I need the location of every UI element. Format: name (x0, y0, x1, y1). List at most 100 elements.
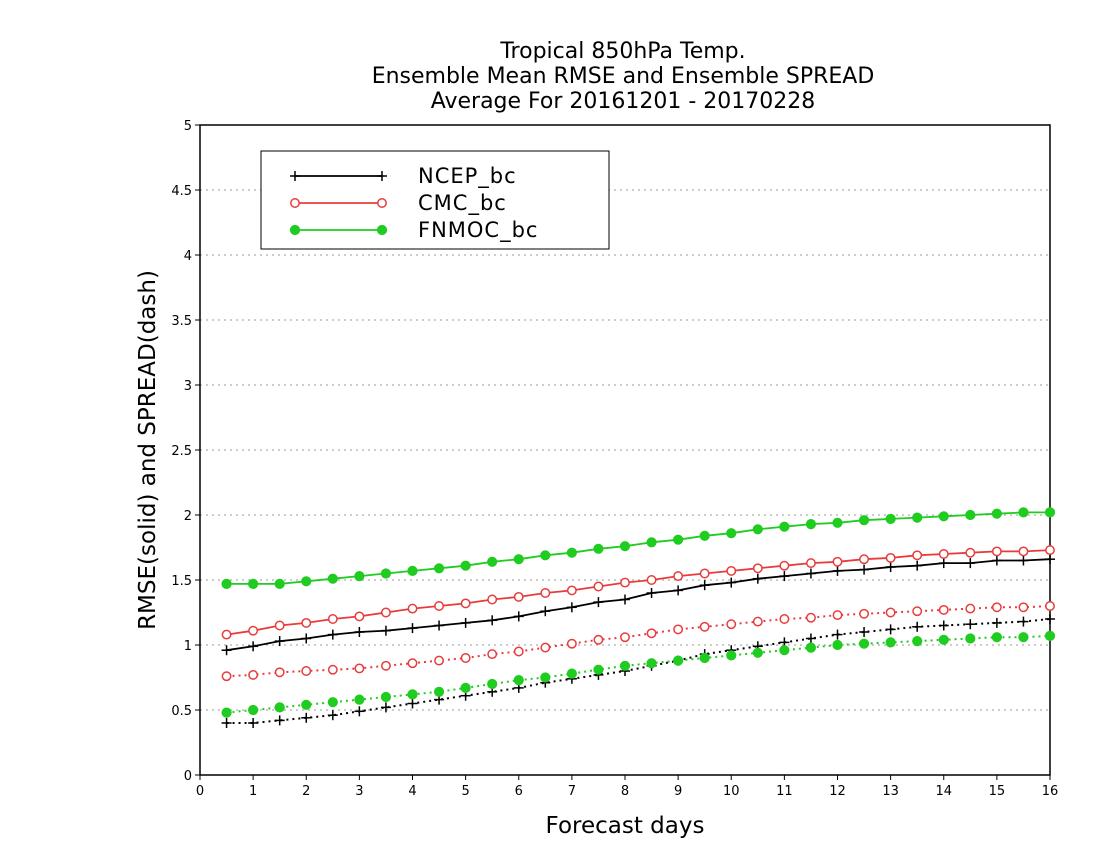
cmc-bc-rmse-point (1018, 546, 1029, 557)
legend-marker-start (290, 171, 300, 181)
fnmoc-bc-rmse-point (619, 541, 631, 552)
fnmoc-bc-rmse-point (380, 568, 392, 579)
y-tick-label: 5 (184, 119, 192, 134)
fnmoc-bc-rmse-line (226, 511, 1050, 585)
ncep-bc-spread-point (912, 621, 923, 632)
cmc-bc-rmse-point (726, 565, 737, 576)
ncep-bc-rmse-point (620, 594, 630, 605)
title-line-2: Ensemble Mean RMSE and Ensemble SPREAD (372, 64, 875, 89)
cmc-bc-spread-point (513, 646, 524, 657)
ncep-bc-rmse-point (912, 560, 923, 571)
cmc-bc-spread-point (912, 606, 923, 617)
cmc-bc-rmse-point (221, 629, 232, 640)
series-layer (221, 507, 1056, 728)
cmc-bc-rmse-line (226, 549, 1051, 636)
fnmoc-bc-rmse-point (991, 508, 1002, 519)
x-axis-label: Forecast days (546, 813, 705, 839)
fnmoc-bc-rmse-point (460, 560, 471, 571)
fnmoc-bc-spread-point (248, 704, 259, 716)
fnmoc-bc-spread-point (513, 675, 524, 686)
fnmoc-bc-spread-point (407, 689, 418, 700)
cmc-bc-rmse-point (407, 603, 418, 614)
fnmoc-bc-spread-point (699, 652, 710, 664)
y-tick-label: 4 (184, 249, 192, 264)
fnmoc-bc-rmse-point (433, 563, 445, 574)
legend-marker-end (377, 171, 387, 181)
fnmoc-bc-rmse-point (513, 554, 524, 565)
fnmoc-bc-rmse-point (1018, 507, 1029, 518)
x-tick-label: 12 (829, 784, 846, 799)
ncep-bc-spread-point (327, 710, 338, 721)
ncep-bc-rmse-point (301, 633, 312, 644)
ncep-bc-rmse-point (221, 645, 232, 656)
fnmoc-bc-rmse-point (221, 578, 232, 590)
fnmoc-bc-spread-point (832, 639, 843, 651)
ncep-bc-rmse-point (991, 555, 1002, 566)
fnmoc-bc-rmse-point (832, 517, 843, 528)
y-tick-label: 2 (184, 509, 192, 524)
x-tick-label: 2 (302, 784, 310, 799)
y-tick-label: 3.5 (171, 314, 192, 329)
ncep-bc-rmse-point (593, 597, 604, 608)
ncep-bc-rmse-point (805, 568, 816, 579)
ncep-bc-spread-point (248, 718, 259, 728)
cmc-bc-rmse-point (593, 581, 604, 592)
ncep-bc-rmse-point (566, 602, 577, 613)
fnmoc-bc-rmse-point (487, 556, 498, 567)
ncep-bc-rmse-point (354, 627, 365, 637)
x-tick-label: 16 (1042, 784, 1059, 799)
cmc-bc-rmse-point (673, 571, 684, 582)
fnmoc-bc-rmse-point (912, 512, 923, 523)
ncep-bc-rmse-point (965, 558, 976, 569)
cmc-bc-rmse-point (540, 588, 551, 598)
cmc-bc-spread-point (354, 663, 365, 674)
fnmoc-bc-rmse-point (885, 513, 896, 525)
cmc-bc-rmse-point (1045, 545, 1055, 556)
legend-marker-start (289, 224, 301, 236)
fnmoc-bc-rmse-point (566, 547, 577, 558)
y-tick-label: 2.5 (171, 444, 192, 459)
ncep-bc-rmse-point (859, 564, 870, 575)
ncep-bc-rmse-point (327, 629, 338, 640)
fnmoc-bc-rmse-series (221, 507, 1056, 590)
ncep-bc-spread-point (354, 706, 365, 717)
fnmoc-bc-spread-point (301, 699, 312, 710)
cmc-bc-rmse-point (938, 549, 949, 559)
cmc-bc-spread-point (434, 655, 445, 666)
legend-entry-ncep-bc: NCEP_bc (290, 164, 516, 189)
fnmoc-bc-rmse-point (248, 578, 259, 590)
x-tick-label: 6 (515, 784, 523, 799)
cmc-bc-spread-point (699, 621, 710, 632)
ncep-bc-rmse-point (752, 573, 763, 584)
cmc-bc-spread-point (460, 653, 471, 663)
legend-marker-start (290, 198, 300, 208)
fnmoc-bc-spread-point (274, 702, 285, 713)
fnmoc-bc-rmse-point (301, 576, 312, 587)
cmc-bc-spread-point (752, 616, 763, 627)
cmc-bc-spread-point (301, 666, 312, 676)
ncep-bc-spread-point (1045, 614, 1055, 624)
legend-marker-end (377, 198, 387, 208)
legend-label: FNMOC_bc (418, 218, 538, 243)
fnmoc-bc-spread-point (805, 642, 817, 653)
cmc-bc-rmse-point (460, 598, 471, 609)
fnmoc-bc-spread-series (221, 630, 1056, 718)
cmc-bc-rmse-point (301, 617, 312, 628)
cmc-bc-spread-point (965, 603, 976, 614)
fnmoc-bc-rmse-point (1044, 507, 1056, 518)
legend-entry-fnmoc-bc: FNMOC_bc (289, 218, 538, 243)
cmc-bc-rmse-point (885, 552, 896, 563)
cmc-bc-spread-point (646, 628, 657, 639)
cmc-bc-spread-line (226, 605, 1051, 678)
cmc-bc-rmse-point (487, 594, 498, 605)
cmc-bc-rmse-point (620, 577, 630, 588)
x-tick-label: 15 (989, 784, 1006, 799)
x-tick-label: 9 (674, 784, 682, 799)
legend-entry-cmc-bc: CMC_bc (290, 191, 506, 216)
fnmoc-bc-spread-point (460, 682, 471, 694)
ncep-bc-rmse-point (699, 580, 710, 591)
ncep-bc-rmse-point (938, 558, 949, 569)
cmc-bc-rmse-point (991, 546, 1002, 557)
fnmoc-bc-rmse-point (779, 521, 790, 532)
fnmoc-bc-spread-point (540, 672, 551, 683)
